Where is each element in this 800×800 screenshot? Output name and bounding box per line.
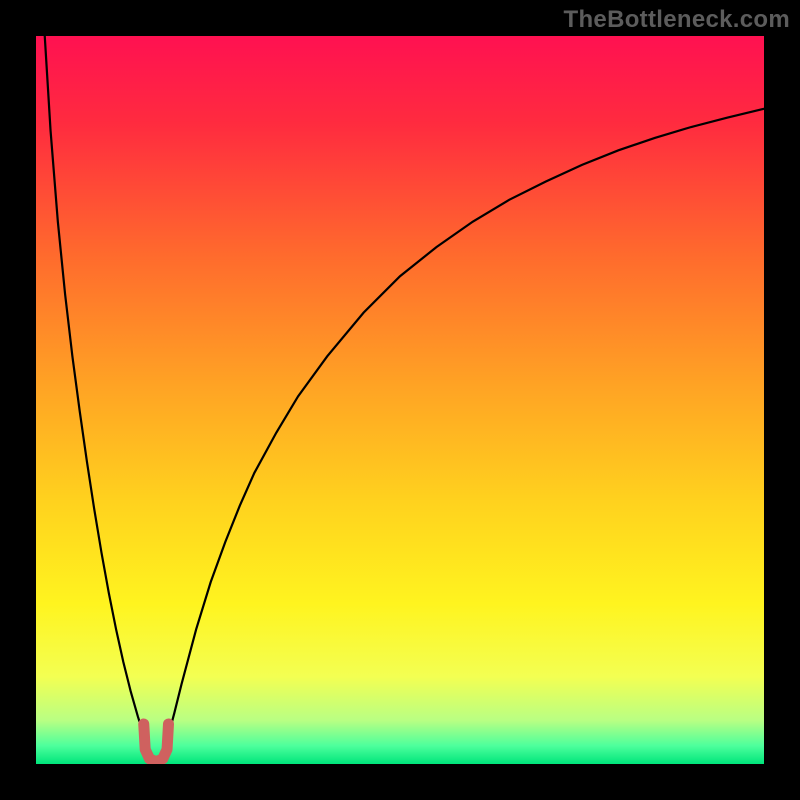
chart-frame: TheBottleneck.com: [0, 0, 800, 800]
watermark-text: TheBottleneck.com: [564, 6, 790, 34]
gradient-background: [36, 36, 764, 764]
bottleneck-chart-svg: [36, 36, 764, 764]
plot-area: [36, 36, 764, 764]
